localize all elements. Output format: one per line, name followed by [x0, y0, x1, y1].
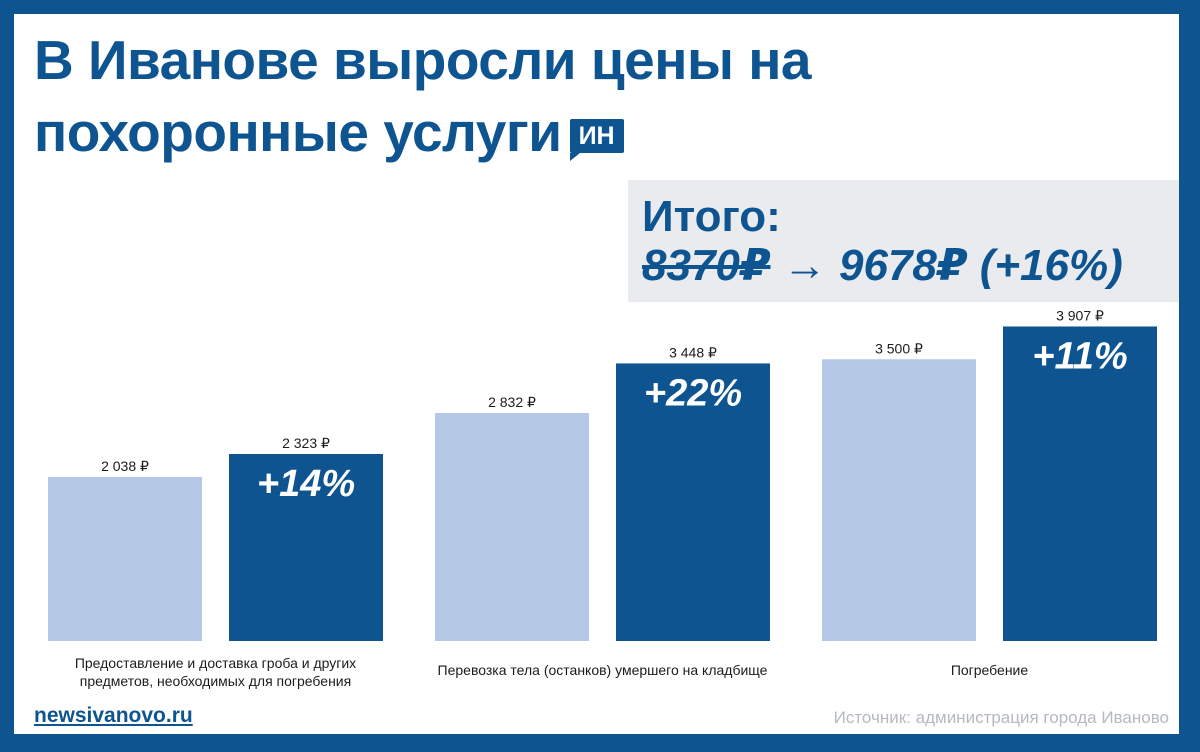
percent-label-2: +22% — [644, 372, 742, 414]
site-link[interactable]: newsivanovo.ru — [34, 704, 193, 727]
total-new-value: 9678₽ (+16%) — [838, 241, 1123, 290]
category-label-1: Предоставление и доставка гроба и других — [75, 655, 356, 671]
total-arrow: → — [782, 241, 827, 290]
category-label-3: Погребение — [951, 662, 1029, 678]
price-bar-chart: 2 038 ₽ 2 323 ₽ +14% Предоставление и доста… — [48, 307, 1157, 689]
total-label: Итого: — [642, 192, 781, 241]
ivanovo-news-logo: ИН — [569, 119, 624, 162]
infographic-card: В Иванове выросли цены на похоронные усл… — [14, 14, 1179, 734]
total-change: 8370₽ → 9678₽ (+16%) — [642, 238, 1123, 294]
headline-line-1: В Иванове выросли цены на — [34, 29, 812, 91]
total-old-value: 8370₽ — [642, 241, 771, 290]
bar-new-1 — [229, 453, 383, 641]
bar-old-1 — [48, 476, 202, 641]
bar-old-2 — [435, 413, 589, 641]
source-note: Источник: администрация города Иваново — [833, 708, 1169, 727]
value-label-new-3: 3 907 ₽ — [1056, 307, 1104, 323]
value-label-new-2: 3 448 ₽ — [669, 344, 717, 360]
percent-label-3: +11% — [1032, 335, 1127, 377]
total-summary-box: Итого: 8370₽ → 9678₽ (+16%) — [628, 180, 1179, 302]
category-label-1: предметов, необходимых для погребения — [80, 673, 351, 689]
value-label-new-1: 2 323 ₽ — [282, 435, 330, 451]
percent-label-1: +14% — [257, 463, 355, 505]
bar-new-3 — [1003, 326, 1157, 641]
headline: В Иванове выросли цены на похоронные усл… — [34, 24, 812, 168]
category-label-2: Перевозка тела (останков) умершего на кл… — [438, 662, 768, 678]
headline-line-2: похоронные услуги — [34, 101, 562, 163]
value-label-old-1: 2 038 ₽ — [101, 458, 149, 474]
bar-new-2 — [616, 363, 770, 641]
bar-old-3 — [822, 359, 976, 641]
value-label-old-3: 3 500 ₽ — [875, 340, 923, 356]
value-label-old-2: 2 832 ₽ — [488, 394, 536, 410]
